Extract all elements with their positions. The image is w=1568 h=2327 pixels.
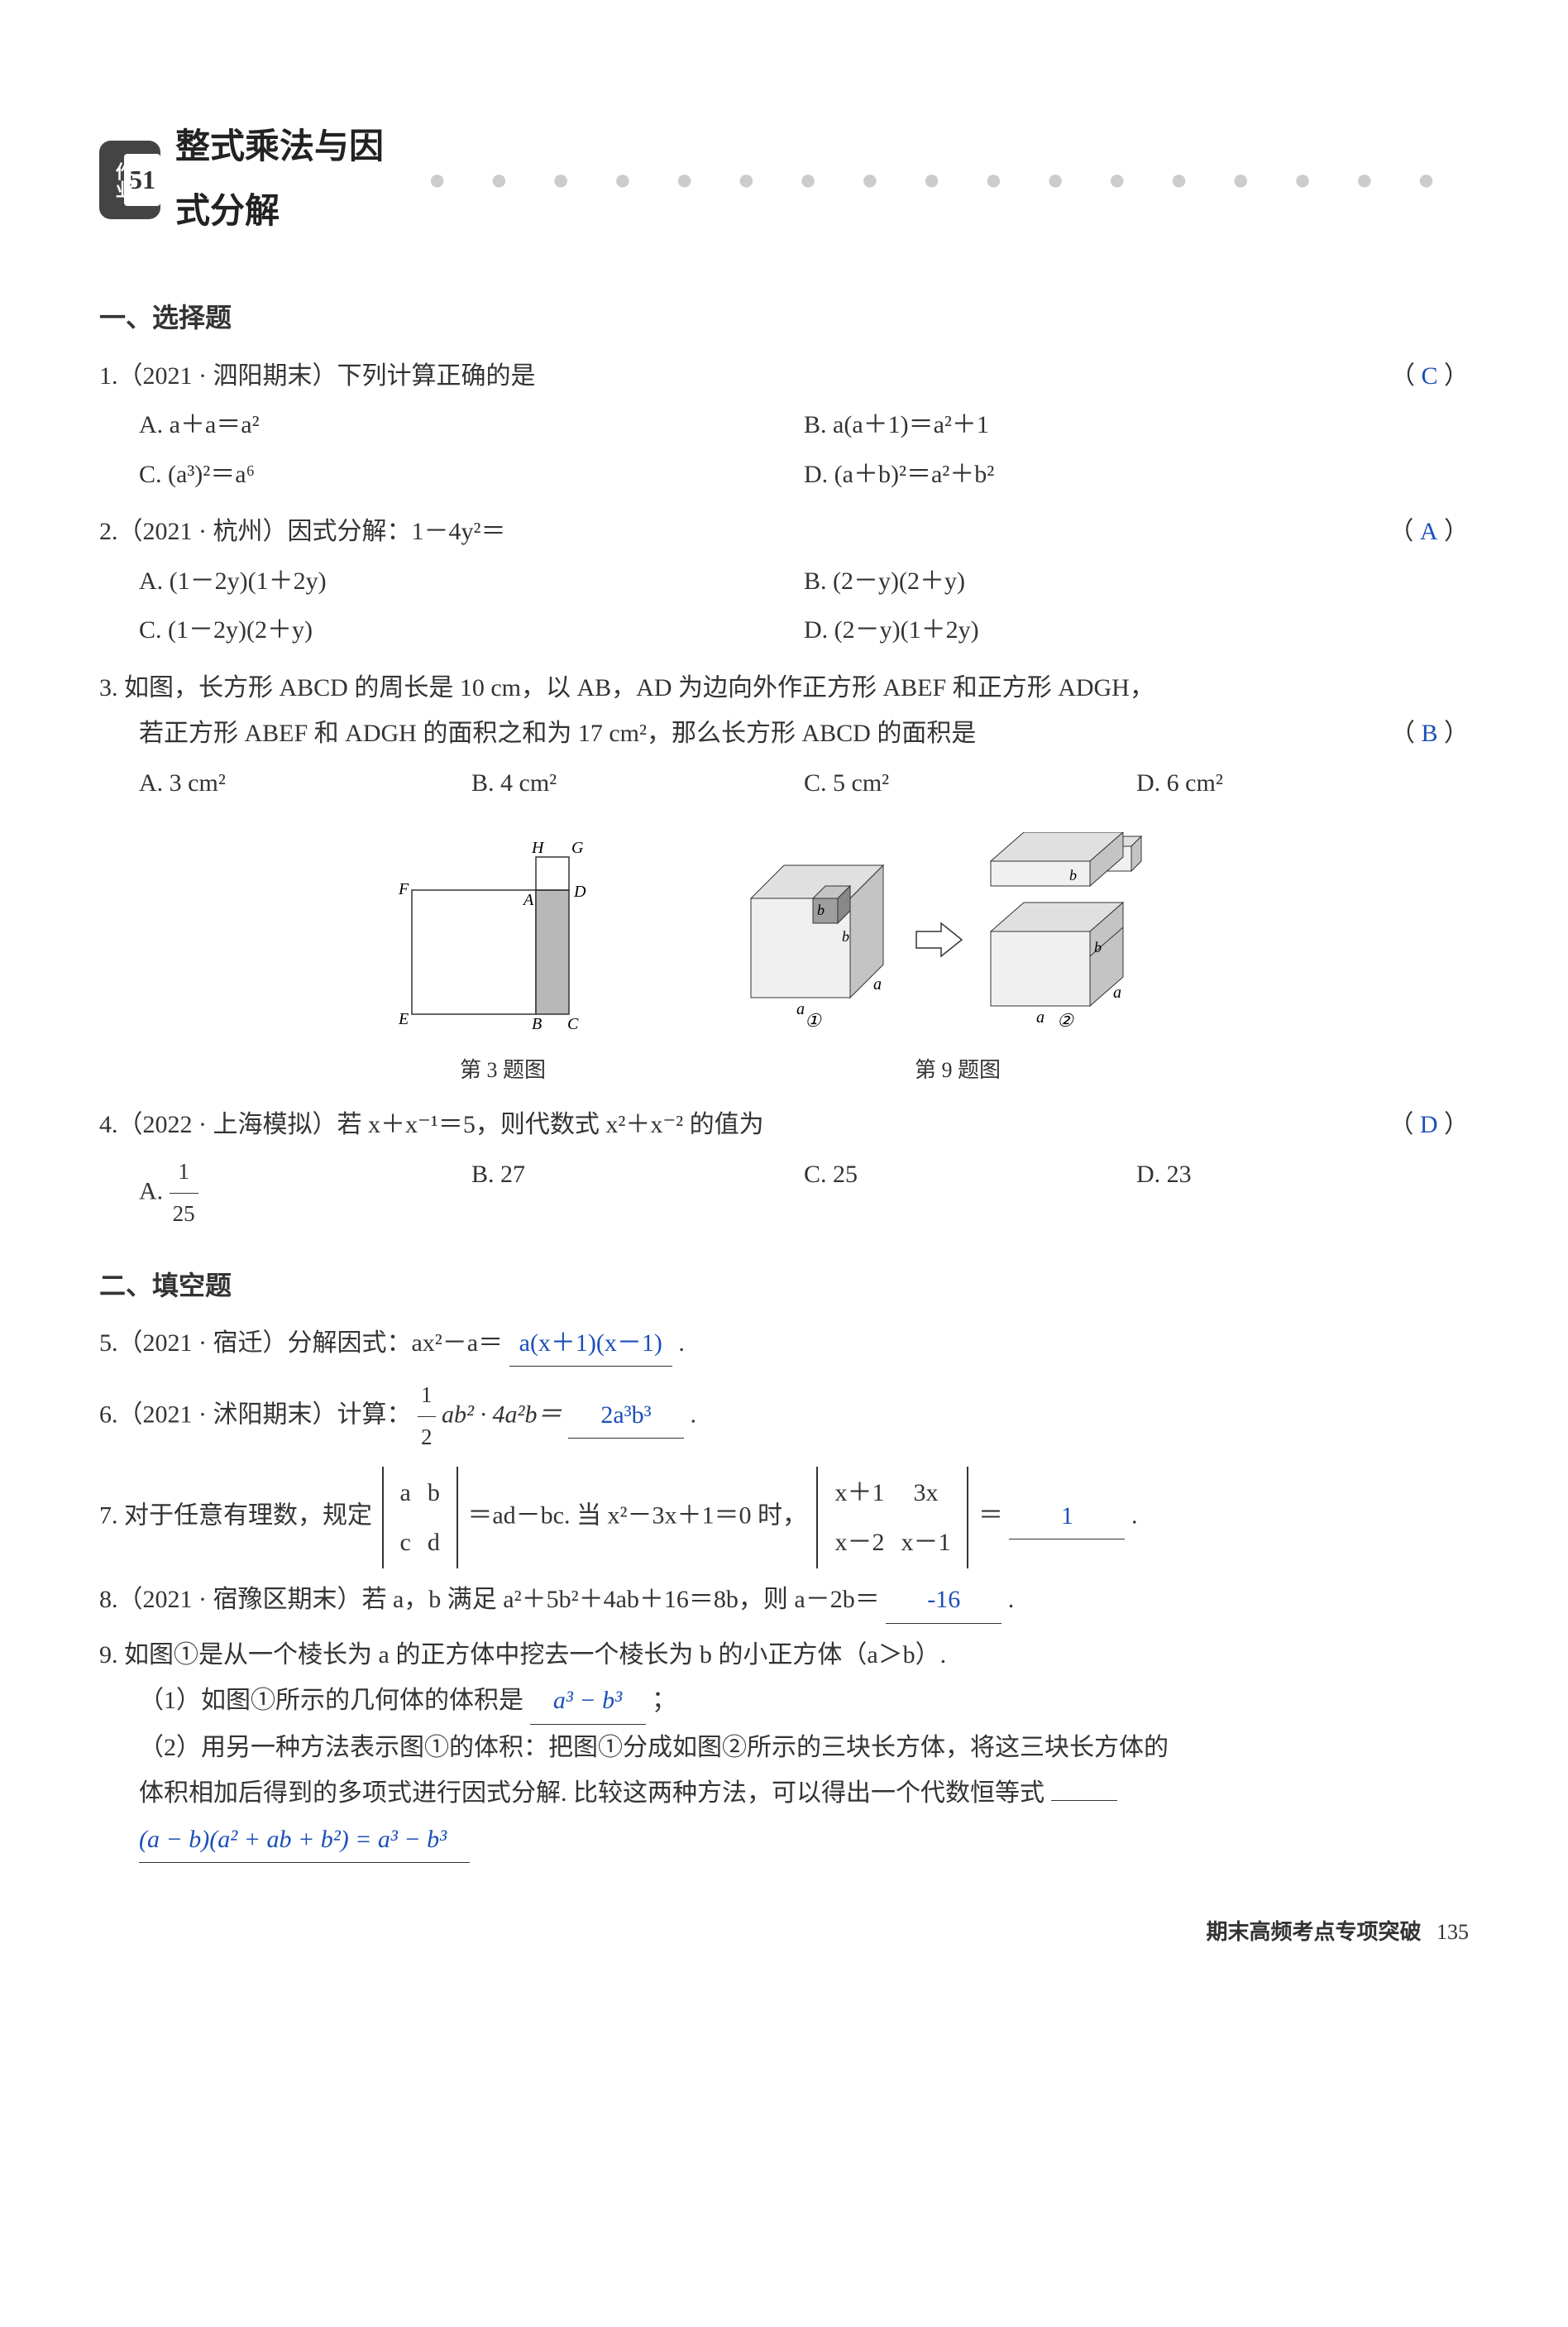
svg-text:b: b — [842, 928, 849, 945]
q9-p1-pre: （1）如图①所示的几何体的体积是 — [139, 1687, 523, 1714]
q2-opt-c: C. (1－2y)(2＋y) — [139, 607, 804, 654]
svg-text:C: C — [567, 1015, 579, 1031]
badge-label: 作业 — [106, 162, 140, 199]
section-1-title: 一、选择题 — [99, 294, 1469, 342]
q8-stem: 8.（2021 · 宿豫区期末）若 a，b 满足 a²＋5b²＋4ab＋16＝8… — [99, 1586, 880, 1613]
svg-text:a: a — [873, 975, 882, 994]
q7-answer: 1 — [1009, 1493, 1125, 1540]
q9-p2-blank — [1051, 1800, 1117, 1801]
q1-opt-c: C. (a³)²＝a⁶ — [139, 452, 804, 498]
q5-answer: a(x＋1)(x－1) — [509, 1320, 672, 1367]
q4-opt-b: B. 27 — [471, 1152, 804, 1235]
q7-det2: x＋13x x－2x－1 — [816, 1467, 968, 1568]
q2-answer-paren: （ A ） — [1389, 509, 1469, 555]
question-3: 3. 如图，长方形 ABCD 的周长是 10 cm，以 AB，AD 为边向外作正… — [99, 665, 1469, 810]
svg-text:G: G — [571, 839, 584, 857]
header: 作业 51 整式乘法与因式分解 ● ● ● ● ● ● ● ● ● ● ● ● … — [99, 116, 1469, 244]
question-8: 8.（2021 · 宿豫区期末）若 a，b 满足 a²＋5b²＋4ab＋16＝8… — [99, 1577, 1469, 1624]
svg-text:b: b — [817, 902, 825, 918]
svg-text:②: ② — [1057, 1010, 1074, 1031]
q1-answer: C — [1421, 362, 1437, 390]
q2-opt-b: B. (2－y)(2＋y) — [804, 558, 1469, 605]
svg-text:B: B — [532, 1015, 542, 1031]
q2-opt-a: A. (1－2y)(1＋2y) — [139, 558, 804, 605]
q3-answer-paren: （ B ） — [1390, 711, 1469, 757]
question-4: 4.（2022 · 上海模拟）若 x＋x⁻¹＝5，则代数式 x²＋x⁻² 的值为… — [99, 1102, 1469, 1238]
q7-pre: 7. 对于任意有理数，规定 — [99, 1502, 372, 1530]
q4-answer-paren: （ D ） — [1389, 1102, 1469, 1148]
section-2-title: 二、填空题 — [99, 1262, 1469, 1310]
svg-text:a: a — [1036, 1008, 1045, 1027]
question-7: 7. 对于任意有理数，规定 ab cd ＝ad－bc. 当 x²－3x＋1＝0 … — [99, 1467, 1469, 1568]
question-6: 6.（2021 · 沭阳期末）计算： 12 ab² · 4a²b＝ 2a³b³ … — [99, 1375, 1469, 1458]
page-number: 135 — [1437, 1920, 1469, 1944]
question-2: 2.（2021 · 杭州）因式分解：1－4y²＝ （ A ） A. (1－2y)… — [99, 509, 1469, 657]
q9-p2-line2: 体积相加后得到的多项式进行因式分解. 比较这两种方法，可以得出一个代数恒等式 — [139, 1779, 1045, 1807]
q9-stem: 9. 如图①是从一个棱长为 a 的正方体中挖去一个棱长为 b 的小正方体（a＞b… — [99, 1632, 1469, 1678]
q1-opt-b: B. a(a＋1)＝a²＋1 — [804, 402, 1469, 448]
q2-opt-d: D. (2－y)(1＋2y) — [804, 607, 1469, 654]
q3-opt-b: B. 4 cm² — [471, 760, 804, 807]
page-footer: 期末高频考点专项突破 135 — [99, 1913, 1469, 1952]
fig3-caption: 第 3 题图 — [379, 1051, 627, 1090]
title-dots: ● ● ● ● ● ● ● ● ● ● ● ● ● ● ● ● ● ● ● ● … — [428, 152, 1469, 208]
q1-stem: 1.（2021 · 泗阳期末）下列计算正确的是 — [99, 353, 1374, 400]
question-9: 9. 如图①是从一个棱长为 a 的正方体中挖去一个棱长为 b 的小正方体（a＞b… — [99, 1632, 1469, 1864]
q7-det1: ab cd — [382, 1467, 458, 1568]
lesson-badge: 作业 51 — [99, 141, 160, 219]
svg-text:a: a — [1113, 984, 1121, 1002]
footer-text: 期末高频考点专项突破 — [1206, 1920, 1421, 1944]
q2-stem: 2.（2021 · 杭州）因式分解：1－4y²＝ — [99, 509, 1372, 555]
svg-text:b: b — [1094, 939, 1102, 955]
q4-opt-a: A. 125 — [139, 1152, 471, 1235]
q3-opt-c: C. 5 cm² — [804, 760, 1136, 807]
q9-p1-answer: a³ − b³ — [530, 1678, 646, 1725]
q9-p2-answer: (a − b)(a² + ab + b²) = a³ − b³ — [139, 1817, 470, 1864]
fig9-caption: 第 9 题图 — [726, 1051, 1189, 1090]
q9-p2-line1: （2）用另一种方法表示图①的体积：把图①分成如图②所示的三块长方体，将这三块长方… — [99, 1725, 1469, 1771]
svg-text:A: A — [522, 891, 534, 909]
svg-text:b: b — [1069, 867, 1077, 883]
svg-text:F: F — [398, 880, 409, 898]
q3-answer: B — [1421, 720, 1437, 747]
figure-9: b b a a ① — [726, 832, 1189, 1090]
svg-text:E: E — [398, 1010, 409, 1028]
q1-answer-paren: （ C ） — [1390, 353, 1469, 400]
q6-stem-pre: 6.（2021 · 沭阳期末）计算： — [99, 1401, 412, 1429]
svg-text:H: H — [531, 839, 545, 857]
q7-mid1: ＝ad－bc. 当 x²－3x＋1＝0 时， — [467, 1502, 807, 1530]
svg-text:①: ① — [805, 1010, 822, 1031]
q7-mid2: ＝ — [978, 1502, 1003, 1530]
q3-stem-line1: 3. 如图，长方形 ABCD 的周长是 10 cm，以 AB，AD 为边向外作正… — [99, 665, 1469, 711]
question-1: 1.（2021 · 泗阳期末）下列计算正确的是 （ C ） A. a＋a＝a² … — [99, 353, 1469, 501]
q4-answer: D — [1420, 1111, 1438, 1138]
figure-3: H G F A D E B C 第 3 题图 — [379, 832, 627, 1090]
q3-opt-a: A. 3 cm² — [139, 760, 471, 807]
q1-opt-d: D. (a＋b)²＝a²＋b² — [804, 452, 1469, 498]
question-5: 5.（2021 · 宿迁）分解因式：ax²－a＝ a(x＋1)(x－1) . — [99, 1320, 1469, 1367]
svg-text:D: D — [573, 883, 586, 901]
q6-answer: 2a³b³ — [568, 1392, 684, 1439]
q4-stem: 4.（2022 · 上海模拟）若 x＋x⁻¹＝5，则代数式 x²＋x⁻² 的值为 — [99, 1102, 1372, 1148]
q3-opt-d: D. 6 cm² — [1136, 760, 1469, 807]
q8-answer: -16 — [886, 1577, 1002, 1624]
page-title: 整式乘法与因式分解 — [175, 116, 409, 244]
q6-stem-post: ab² · 4a²b＝ — [442, 1401, 562, 1429]
q1-opt-a: A. a＋a＝a² — [139, 402, 804, 448]
svg-text:a: a — [796, 1000, 805, 1018]
q2-answer: A — [1420, 518, 1438, 545]
q4-opt-d: D. 23 — [1136, 1152, 1469, 1235]
q5-stem: 5.（2021 · 宿迁）分解因式：ax²－a＝ — [99, 1329, 503, 1357]
q3-stem-line2: 若正方形 ABEF 和 ADGH 的面积之和为 17 cm²，那么长方形 ABC… — [139, 711, 1374, 757]
figure-row: H G F A D E B C 第 3 题图 b b a — [99, 832, 1469, 1090]
q4-opt-c: C. 25 — [804, 1152, 1136, 1235]
